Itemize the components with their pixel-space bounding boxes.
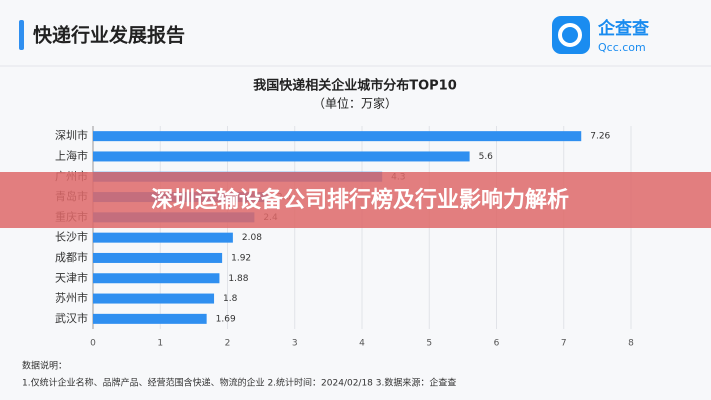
bar — [93, 232, 233, 243]
y-tick-label: 成都市 — [55, 250, 88, 264]
value-label: 7.26 — [590, 132, 610, 142]
chart-title: 我国快递相关企业城市分布TOP10 — [253, 78, 457, 94]
header-accent — [19, 20, 24, 50]
chart-subtitle: （单位：万家） — [313, 96, 397, 111]
banner — [0, 172, 711, 228]
x-tick-label: 6 — [494, 339, 500, 349]
value-label: 1.88 — [228, 274, 248, 284]
x-tick-label: 0 — [90, 339, 96, 349]
bar — [93, 293, 215, 304]
value-label: 1.8 — [223, 294, 238, 304]
x-tick-label: 3 — [292, 339, 298, 349]
logo-url: Qcc.com — [598, 41, 646, 54]
x-tick-label: 1 — [157, 339, 163, 349]
bar — [93, 313, 207, 324]
bar — [93, 252, 223, 263]
x-tick-label: 4 — [359, 339, 365, 349]
value-label: 5.6 — [479, 152, 494, 162]
x-tick-label: 7 — [561, 339, 567, 349]
y-tick-label: 苏州市 — [55, 291, 88, 305]
y-tick-label: 天津市 — [55, 270, 88, 284]
value-label: 1.69 — [216, 314, 236, 324]
y-tick-label: 深圳市 — [55, 128, 88, 142]
notes-text: 1.仅统计企业名称、品牌产品、经营范围含快递、物流的企业 2.统计时间：2024… — [22, 377, 456, 389]
y-tick-label: 长沙市 — [55, 230, 88, 244]
y-tick-label: 武汉市 — [55, 311, 88, 325]
bar — [93, 273, 220, 284]
logo-glyph — [558, 23, 582, 47]
logo-name: 企查查 — [597, 18, 650, 39]
value-label: 1.92 — [231, 253, 251, 263]
x-tick-label: 5 — [426, 339, 432, 349]
bar — [93, 131, 582, 142]
y-tick-label: 上海市 — [55, 148, 88, 162]
value-label: 2.08 — [242, 233, 262, 243]
banner-text: 深圳运输设备公司排行榜及行业影响力解析 — [151, 187, 569, 213]
notes-heading: 数据说明： — [22, 360, 67, 372]
x-tick-label: 2 — [225, 339, 231, 349]
bar — [93, 151, 470, 162]
logo-icon — [552, 16, 590, 54]
header-title: 快递行业发展报告 — [33, 24, 185, 47]
x-tick-label: 8 — [628, 339, 634, 349]
